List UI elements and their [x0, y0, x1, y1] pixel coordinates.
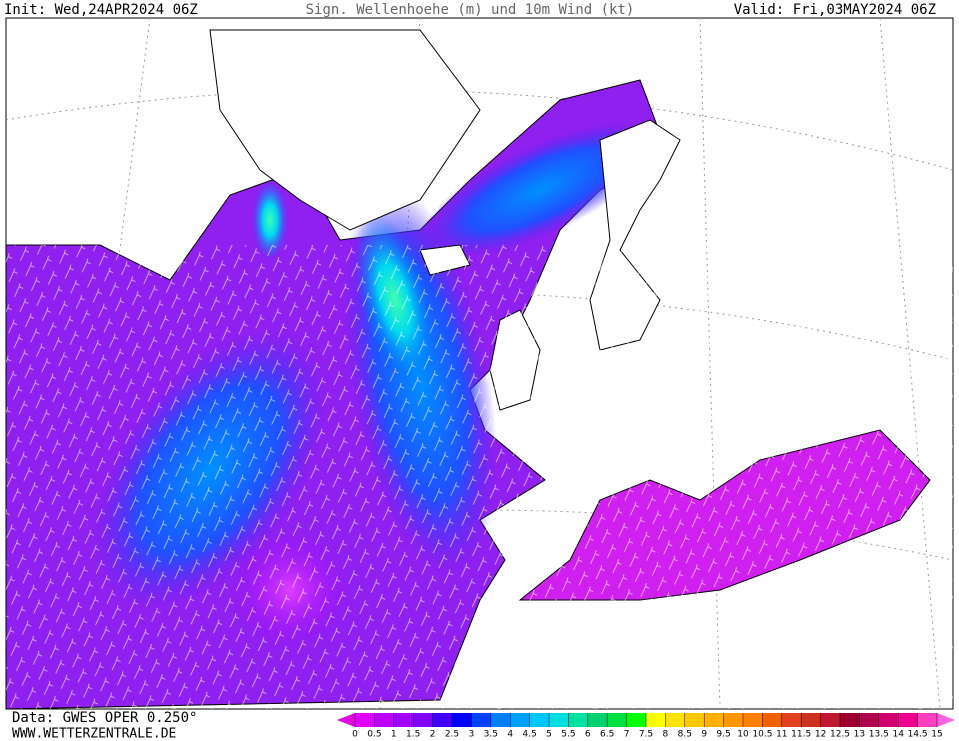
init-label: Init: Wed,24APR2024 06Z	[4, 2, 198, 18]
colorbar-segment	[568, 713, 588, 727]
colorbar: 0 0.5 1 1.5 2 2.5 3 3.5 4 4.5 5 5.5 6 6.5 7 7.5 8 8.5 9 9.5…	[337, 713, 955, 740]
colorbar-segment	[587, 713, 608, 727]
colorbar-segment	[374, 713, 394, 727]
colorbar-segment	[490, 713, 511, 727]
valid-label: Valid: Fri,03MAY2024 06Z	[734, 2, 936, 18]
colorbar-segment	[665, 713, 685, 727]
colorbar-segment	[684, 713, 705, 727]
colorbar-label: 2	[430, 730, 436, 740]
colorbar-segment	[393, 713, 414, 727]
colorbar-label: 7.5	[639, 730, 653, 740]
colorbar-segment	[704, 713, 724, 727]
colorbar-label: 7	[624, 730, 630, 740]
colorbar-segment	[743, 713, 763, 727]
colorbar-segment	[471, 713, 491, 727]
colorbar-label: 10.5	[752, 730, 772, 740]
colorbar-arrow-right	[937, 713, 955, 727]
site-label: WWW.WETTERZENTRALE.DE	[12, 727, 176, 741]
map-title: Sign. Wellenhoehe (m) und 10m Wind (kt)	[306, 2, 635, 18]
colorbar-segment	[762, 713, 782, 727]
colorbar-label: 8.5	[678, 730, 692, 740]
colorbar-label: 6	[585, 730, 591, 740]
colorbar-segment	[432, 713, 452, 727]
colorbar-label: 5	[546, 730, 552, 740]
colorbar-segment	[801, 713, 821, 727]
colorbar-label: 1.5	[406, 730, 420, 740]
colorbar-label: 5.5	[561, 730, 575, 740]
colorbar-label: 8	[663, 730, 669, 740]
colorbar-label: 3	[469, 730, 475, 740]
colorbar-segment	[820, 713, 840, 727]
colorbar-label: 14.5	[908, 730, 928, 740]
colorbar-label: 12	[815, 730, 826, 740]
colorbar-label: 2.5	[445, 730, 459, 740]
colorbar-segment	[878, 713, 899, 727]
colorbar-arrow-left	[337, 713, 355, 727]
colorbar-label: 11	[776, 730, 787, 740]
colorbar-label: 9	[701, 730, 707, 740]
colorbar-label: 15	[931, 730, 942, 740]
colorbar-segment	[529, 713, 549, 727]
colorbar-label: 13	[854, 730, 865, 740]
colorbar-segment	[646, 713, 666, 727]
colorbar-label: 0.5	[367, 730, 381, 740]
colorbar-segment	[549, 713, 569, 727]
colorbar-segment	[510, 713, 530, 727]
colorbar-segment	[859, 713, 879, 727]
colorbar-label: 3.5	[484, 730, 498, 740]
colorbar-label: 1	[391, 730, 397, 740]
colorbar-label: 13.5	[869, 730, 889, 740]
colorbar-segment	[917, 713, 937, 727]
colorbar-segment	[840, 713, 860, 727]
colorbar-label: 9.5	[716, 730, 730, 740]
colorbar-label: 11.5	[791, 730, 811, 740]
colorbar-segment	[452, 713, 472, 727]
data-source: Data: GWES OPER 0.250°	[12, 710, 197, 726]
colorbar-label: 4	[507, 730, 513, 740]
colorbar-label: 14	[892, 730, 904, 740]
colorbar-segment	[626, 713, 646, 727]
colorbar-label: 0	[352, 730, 358, 740]
colorbar-label: 6.5	[600, 730, 614, 740]
colorbar-segment	[723, 713, 743, 727]
colorbar-label: 12.5	[830, 730, 850, 740]
colorbar-segment	[898, 713, 918, 727]
colorbar-segment	[413, 713, 433, 727]
colorbar-segment	[355, 713, 375, 727]
colorbar-label: 10	[737, 730, 749, 740]
colorbar-label: 4.5	[522, 730, 536, 740]
wave-field	[5, 29, 953, 710]
colorbar-segment	[781, 713, 802, 727]
colorbar-segment	[607, 713, 627, 727]
